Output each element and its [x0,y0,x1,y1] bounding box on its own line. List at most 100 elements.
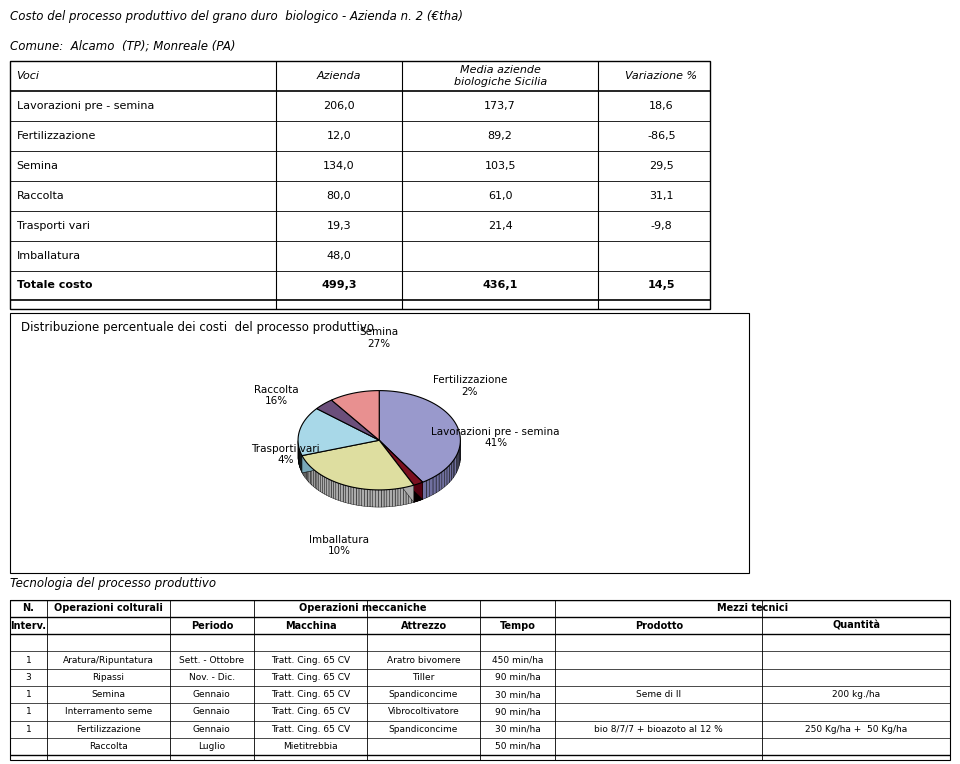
Text: Sett. - Ottobre: Sett. - Ottobre [180,656,245,665]
Polygon shape [449,463,451,483]
Text: Luglio: Luglio [199,742,226,751]
Text: bio 8/7/7 + bioazoto al 12 %: bio 8/7/7 + bioazoto al 12 % [594,724,723,733]
Polygon shape [302,440,414,490]
Polygon shape [307,464,309,482]
Text: Tecnologia del processo produttivo: Tecnologia del processo produttivo [10,577,216,590]
Text: 134,0: 134,0 [324,161,355,171]
Text: Mezzi tecnici: Mezzi tecnici [717,604,788,613]
Polygon shape [370,490,372,507]
Text: Interv.: Interv. [11,620,46,630]
Polygon shape [379,440,414,503]
Text: -9,8: -9,8 [651,221,672,231]
Polygon shape [451,461,453,481]
Polygon shape [400,487,403,505]
Text: Tratt. Cing. 65 CV: Tratt. Cing. 65 CV [271,656,350,665]
Text: Lavorazioni pre - semina: Lavorazioni pre - semina [16,101,154,111]
Polygon shape [397,488,400,506]
Text: 48,0: 48,0 [326,251,351,261]
Text: 206,0: 206,0 [324,101,355,111]
Text: 30 min/ha: 30 min/ha [494,690,540,699]
Text: 3: 3 [26,673,32,682]
Polygon shape [338,483,341,501]
Text: 14,5: 14,5 [648,280,675,290]
Text: Imballatura: Imballatura [16,251,81,261]
Text: 80,0: 80,0 [326,191,351,201]
Text: 1: 1 [26,656,32,665]
Text: Tiller: Tiller [413,673,435,682]
Polygon shape [298,409,379,455]
Text: Trasporti vari
4%: Trasporti vari 4% [252,444,320,465]
Text: Semina
27%: Semina 27% [360,327,398,349]
Text: Fertilizzazione: Fertilizzazione [76,724,141,733]
Text: 200 kg./ha: 200 kg./ha [832,690,880,699]
Polygon shape [375,490,378,507]
Polygon shape [411,485,414,503]
Text: N.: N. [22,604,35,613]
Polygon shape [310,467,312,485]
Polygon shape [379,440,422,500]
Text: 21,4: 21,4 [488,221,513,231]
Polygon shape [384,490,387,507]
Text: Gennaio: Gennaio [193,690,230,699]
Text: Voci: Voci [16,71,39,81]
Polygon shape [333,481,336,500]
Polygon shape [422,481,426,500]
Text: Aratura/Ripuntatura: Aratura/Ripuntatura [63,656,154,665]
Text: Operazioni colturali: Operazioni colturali [54,604,163,613]
Polygon shape [442,470,444,489]
Text: Totale costo: Totale costo [16,280,92,290]
Text: Operazioni meccaniche: Operazioni meccaniche [299,604,426,613]
Polygon shape [359,488,362,506]
Text: 90 min/ha: 90 min/ha [494,707,540,717]
Polygon shape [326,478,329,497]
Polygon shape [341,484,343,502]
Text: Tratt. Cing. 65 CV: Tratt. Cing. 65 CV [271,707,350,717]
Text: Prodotto: Prodotto [635,620,683,630]
Polygon shape [317,400,379,440]
Polygon shape [312,468,313,487]
Polygon shape [433,476,436,494]
Text: 1: 1 [26,690,32,699]
Polygon shape [430,478,433,497]
Text: 18,6: 18,6 [649,101,674,111]
Polygon shape [393,489,396,507]
Text: 90 min/ha: 90 min/ha [494,673,540,682]
Polygon shape [356,488,359,506]
Text: Quantità: Quantità [832,620,880,630]
Polygon shape [447,465,449,485]
Text: Semina: Semina [16,161,59,171]
Text: Macchina: Macchina [285,620,336,630]
Polygon shape [456,454,458,473]
Polygon shape [336,482,338,500]
Text: Azienda: Azienda [317,71,361,81]
Text: Fertilizzazione: Fertilizzazione [16,131,96,141]
Polygon shape [378,490,381,507]
Text: 436,1: 436,1 [483,280,517,290]
Polygon shape [321,474,323,493]
Polygon shape [331,481,333,498]
Text: 450 min/ha: 450 min/ha [492,656,543,665]
Text: Nov. - Dic.: Nov. - Dic. [189,673,235,682]
Polygon shape [367,490,370,507]
Text: Mietitrebbia: Mietitrebbia [283,742,338,751]
Text: 12,0: 12,0 [326,131,351,141]
Text: Media aziende
biologiche Sicilia: Media aziende biologiche Sicilia [453,65,547,87]
Text: Distribuzione percentuale dei costi  del processo produttivo: Distribuzione percentuale dei costi del … [21,321,373,334]
Polygon shape [309,465,310,484]
Text: Semina: Semina [91,690,126,699]
Text: 1: 1 [26,707,32,717]
Text: 103,5: 103,5 [485,161,516,171]
Text: Vibrocoltivatore: Vibrocoltivatore [388,707,460,717]
Text: Lavorazioni pre - semina
41%: Lavorazioni pre - semina 41% [431,426,560,448]
Text: 50 min/ha: 50 min/ha [494,742,540,751]
Polygon shape [387,490,390,507]
Polygon shape [319,474,321,492]
Polygon shape [348,486,351,504]
Text: Ripassi: Ripassi [92,673,125,682]
Polygon shape [426,479,430,498]
Text: Spandiconcime: Spandiconcime [389,690,458,699]
Text: Tratt. Cing. 65 CV: Tratt. Cing. 65 CV [271,724,350,733]
Polygon shape [406,487,409,504]
Polygon shape [315,471,317,489]
Text: Gennaio: Gennaio [193,707,230,717]
